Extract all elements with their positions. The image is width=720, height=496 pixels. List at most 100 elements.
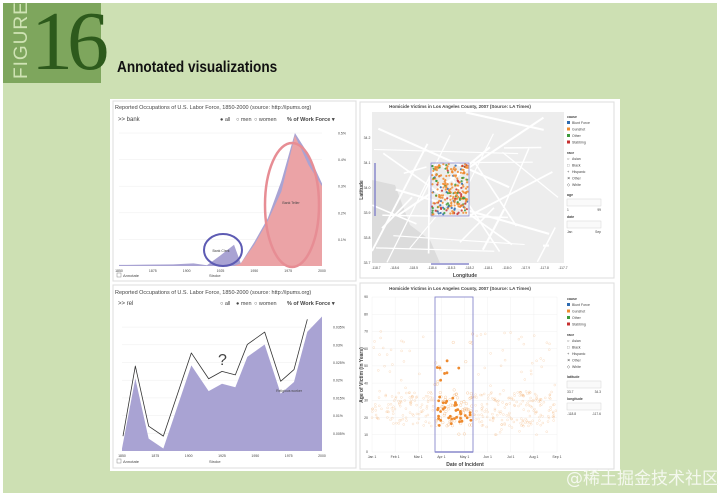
x-tick-label: Jun 1 bbox=[483, 455, 492, 459]
data-point bbox=[400, 400, 403, 404]
data-point bbox=[460, 209, 463, 212]
data-point bbox=[526, 401, 529, 404]
search-query[interactable]: >> bank bbox=[118, 117, 141, 123]
data-point bbox=[445, 209, 448, 212]
data-point bbox=[450, 183, 453, 186]
x-tick-label: 1950 bbox=[250, 269, 258, 273]
hand-drawn-annotation-line bbox=[122, 319, 308, 437]
data-point bbox=[435, 179, 438, 183]
highlighted-point bbox=[459, 410, 462, 413]
measure-dropdown[interactable]: % of Work Force ▾ bbox=[287, 301, 336, 307]
radio-men[interactable]: ● men bbox=[236, 301, 252, 307]
data-point bbox=[462, 211, 465, 214]
data-point bbox=[449, 212, 452, 215]
data-point bbox=[551, 410, 555, 414]
legend-swatch bbox=[567, 140, 570, 144]
road bbox=[395, 188, 550, 235]
data-point bbox=[439, 200, 443, 203]
radio-all[interactable]: ● all bbox=[220, 117, 230, 123]
search-query[interactable]: >> rel bbox=[118, 301, 133, 307]
y-tick-label: 80 bbox=[364, 312, 368, 316]
data-point bbox=[516, 391, 519, 394]
data-point bbox=[529, 391, 532, 394]
range-slider[interactable] bbox=[566, 220, 602, 229]
data-point bbox=[463, 407, 467, 411]
x-tick-label: 1925 bbox=[217, 269, 225, 273]
highlighted-point bbox=[449, 422, 453, 426]
data-point bbox=[493, 397, 497, 400]
data-point bbox=[457, 189, 460, 192]
data-point bbox=[431, 409, 435, 412]
data-point bbox=[436, 380, 440, 384]
data-point bbox=[435, 168, 438, 172]
data-point bbox=[499, 412, 502, 415]
y-tick-label: 33.9 bbox=[364, 211, 371, 215]
data-point bbox=[444, 395, 448, 399]
data-point bbox=[451, 340, 455, 344]
data-point bbox=[441, 194, 445, 197]
data-point bbox=[399, 419, 402, 422]
data-point bbox=[426, 395, 430, 398]
annotate-checkbox[interactable] bbox=[116, 458, 122, 464]
data-point bbox=[500, 423, 503, 426]
road bbox=[377, 127, 510, 189]
data-point bbox=[441, 196, 444, 199]
data-point bbox=[538, 398, 542, 402]
annotate-checkbox[interactable] bbox=[116, 272, 122, 278]
data-point bbox=[539, 423, 542, 427]
data-point bbox=[548, 393, 552, 396]
range-slider[interactable] bbox=[566, 402, 602, 411]
data-point bbox=[538, 419, 541, 422]
data-point bbox=[464, 192, 467, 195]
measure-dropdown[interactable]: % of Work Force ▾ bbox=[287, 117, 336, 123]
highlighted-point bbox=[463, 414, 467, 417]
data-point bbox=[525, 403, 528, 407]
y-tick-label: 50 bbox=[364, 364, 368, 368]
data-point bbox=[540, 365, 543, 369]
data-point bbox=[438, 175, 441, 178]
filter-title: date bbox=[567, 215, 574, 219]
range-slider[interactable] bbox=[566, 380, 602, 389]
data-point bbox=[510, 397, 513, 401]
data-point bbox=[465, 208, 468, 211]
data-point bbox=[426, 413, 430, 417]
data-point bbox=[493, 398, 497, 402]
data-point bbox=[524, 390, 528, 393]
data-point bbox=[454, 164, 457, 167]
x-tick-label: 1925 bbox=[218, 454, 226, 458]
data-point bbox=[447, 189, 451, 192]
legend-item: Hispanic bbox=[572, 170, 586, 174]
data-point bbox=[539, 398, 543, 401]
road bbox=[381, 196, 413, 229]
data-point bbox=[399, 399, 403, 403]
data-point bbox=[415, 395, 419, 398]
data-point bbox=[412, 414, 415, 417]
data-point bbox=[456, 396, 460, 400]
data-point bbox=[386, 406, 389, 410]
data-point bbox=[429, 396, 432, 399]
data-point bbox=[444, 181, 447, 185]
data-point bbox=[394, 395, 398, 399]
data-point bbox=[466, 190, 469, 193]
data-point bbox=[400, 378, 403, 382]
data-point bbox=[551, 403, 555, 407]
data-point bbox=[481, 415, 485, 418]
data-point bbox=[493, 407, 497, 411]
data-point bbox=[409, 402, 412, 405]
data-point bbox=[408, 391, 411, 394]
data-point bbox=[400, 349, 403, 353]
data-point bbox=[427, 398, 430, 401]
radio-women[interactable]: ○ women bbox=[254, 301, 277, 307]
data-point bbox=[549, 408, 552, 411]
radio-men[interactable]: ○ men bbox=[236, 117, 252, 123]
data-point bbox=[518, 394, 521, 397]
radio-women[interactable]: ○ women bbox=[254, 117, 277, 123]
range-slider[interactable] bbox=[566, 198, 602, 207]
data-point bbox=[449, 198, 452, 201]
data-point bbox=[510, 417, 513, 420]
data-point bbox=[455, 188, 458, 191]
radio-all[interactable]: ○ all bbox=[220, 301, 230, 307]
y-tick-label: 0.02% bbox=[333, 379, 343, 383]
data-point bbox=[434, 165, 437, 169]
area-bank-teller bbox=[119, 135, 322, 266]
